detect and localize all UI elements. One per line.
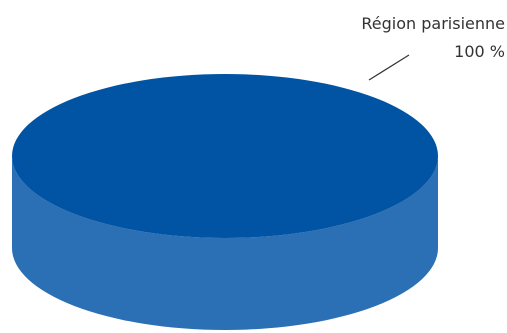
pie-slice-group xyxy=(12,74,438,330)
pie-slice-top xyxy=(12,74,438,238)
slice-label-name: Région parisienne xyxy=(361,14,505,33)
data-label-leader-line xyxy=(368,54,410,81)
slice-label-value: 100 % xyxy=(454,42,505,61)
pie-slice-side xyxy=(12,156,438,330)
